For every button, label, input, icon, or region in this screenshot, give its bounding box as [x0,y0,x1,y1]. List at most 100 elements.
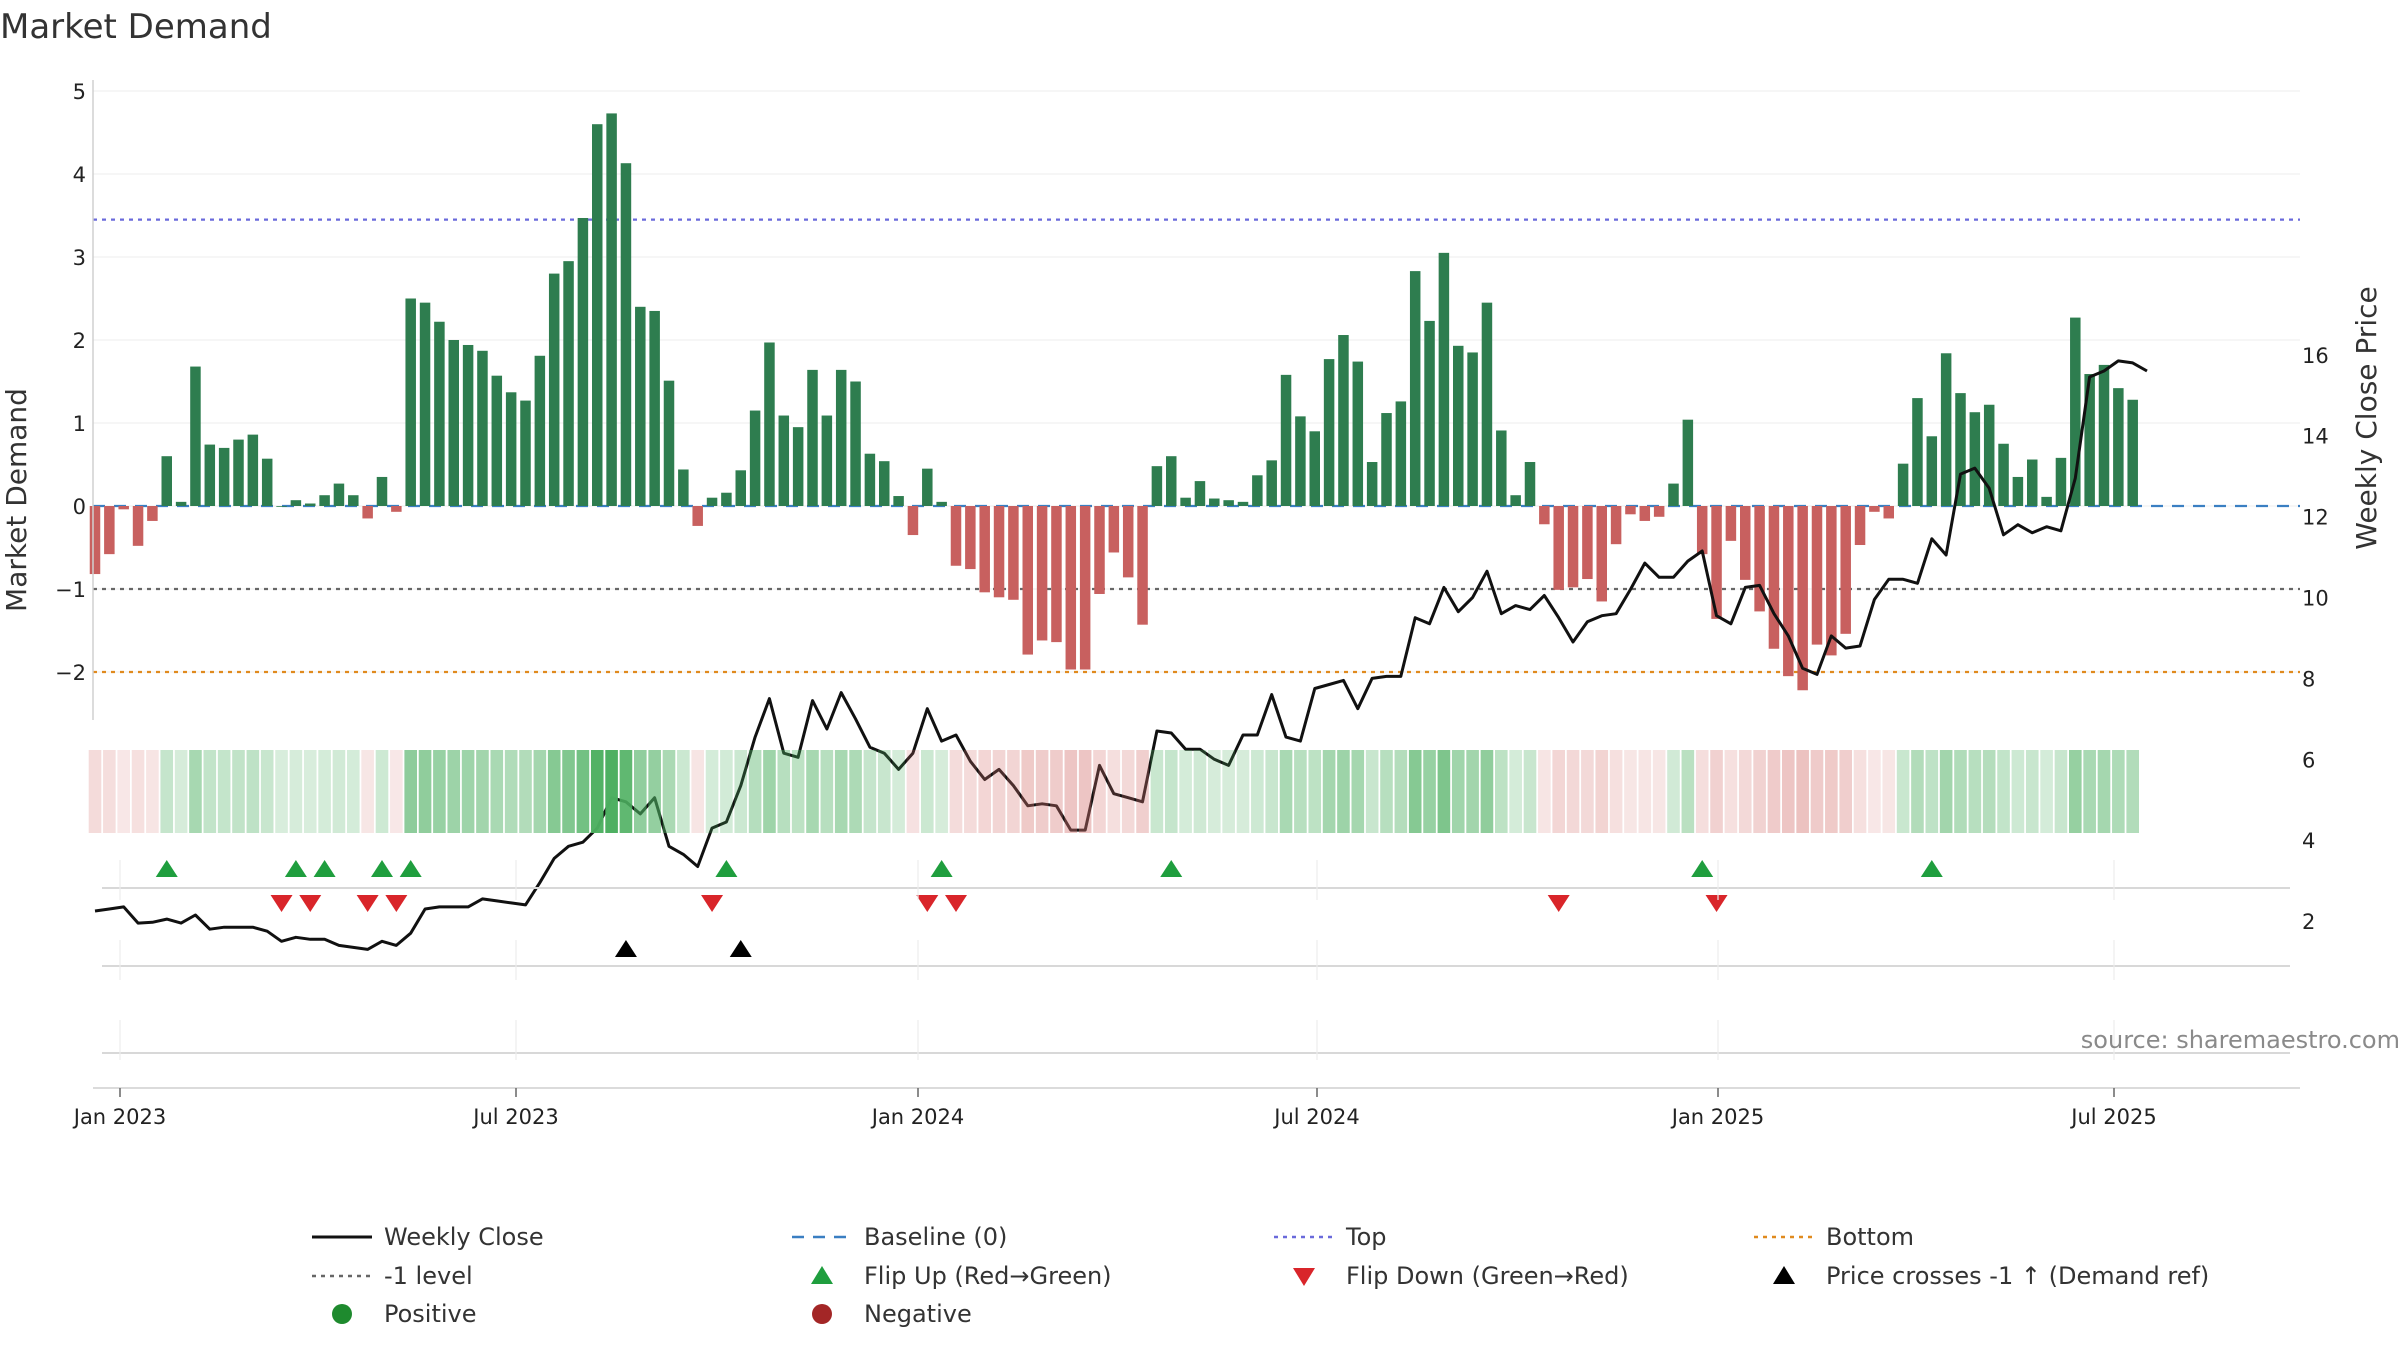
heat-cell [1222,750,1235,833]
demand-bar [1252,475,1263,506]
heat-cell [1408,750,1422,833]
heat-cell [547,750,561,833]
demand-bar [190,366,201,506]
heat-cell [705,750,719,833]
demand-bar [706,497,718,506]
demand-heat-strip [88,750,2139,833]
heat-cell [1782,750,1795,833]
y-right-tick-label: 4 [2302,829,2315,853]
demand-bar [1453,345,1464,506]
demand-bar [678,469,689,506]
demand-bar [1926,436,1938,506]
heat-cell [275,750,288,833]
legend-label: Flip Up (Red→Green) [864,1262,1112,1290]
heat-cell [1839,750,1852,833]
demand-bar [1424,320,1435,506]
flip-down-marker [299,895,322,912]
heat-cell [576,750,590,833]
demand-bar [620,163,632,506]
demand-bar [1854,506,1866,546]
heat-cell [877,750,891,833]
heat-cell [390,750,403,833]
heat-cell [935,750,948,833]
demand-bar [764,342,775,506]
legend: Weekly Close Baseline (0) Top Bottom -1 leve… [312,1223,2209,1328]
legend-item: Flip Up (Red→Green) [811,1262,1112,1290]
heat-cell [433,750,446,833]
flip-down-marker [701,895,724,912]
legend-label: Flip Down (Green→Red) [1346,1262,1629,1290]
legend-item: Baseline (0) [792,1223,1007,1251]
demand-bar [161,456,172,506]
heat-cell [748,750,762,833]
flip-up-marker [715,860,738,877]
demand-bar [577,217,589,507]
legend-item: Bottom [1754,1223,1914,1251]
demand-bar [821,415,833,506]
demand-bar [649,310,660,506]
heat-cell [1294,750,1307,833]
heat-cell [2011,750,2025,833]
flip-up-marker [313,860,336,877]
demand-bar [1151,466,1163,506]
heat-cell [1064,750,1078,833]
heat-cell [1466,750,1479,833]
legend-swatch-triangle-down [1293,1268,1315,1286]
flip-down-marker [916,895,939,912]
heat-cell [1251,750,1264,833]
heat-cell [1810,750,1824,833]
demand-bar [419,302,431,506]
demand-bar [247,434,259,506]
heat-cell [906,750,920,833]
demand-bar [1022,506,1033,655]
demand-bar [2012,476,2024,506]
heat-cell [418,750,432,833]
heat-cell [232,750,245,833]
demand-bar [2113,388,2124,506]
heat-cell [103,750,116,833]
heat-cell [1279,750,1293,833]
demand-bar [1094,506,1105,594]
heat-cell [1939,750,1953,833]
heat-cell [2097,750,2111,833]
heat-cell [1681,750,1695,833]
heat-cell [921,750,934,833]
heat-cell [117,750,130,833]
heat-cell [1595,750,1609,833]
heat-cell [820,750,834,833]
demand-bar [1323,359,1335,506]
heat-cell [1050,750,1063,833]
demand-bar [1955,393,1966,506]
demand-bar [1496,430,1507,506]
heat-cell [1236,750,1250,833]
heat-cell [2040,750,2053,833]
heat-cell [605,750,618,833]
demand-bar [104,506,115,555]
x-axis: Jan 2023 Jul 2023 Jan 2024 Jul 2024 Jan 2025… [72,860,2300,1129]
demand-bar [1438,252,1450,506]
heat-cell [476,750,489,833]
demand-bar [1166,456,1177,506]
heat-cell [619,750,633,833]
heat-cell [1538,750,1551,833]
heat-cell [1035,750,1049,833]
y-right-tick-label: 12 [2302,506,2329,530]
heat-cell [892,750,905,833]
heat-cell [303,750,317,833]
demand-bar [1036,506,1048,641]
demand-bar [936,501,947,506]
heat-cell [849,750,862,833]
demand-bar [1740,506,1751,580]
legend-item: Positive [332,1300,477,1328]
heat-cell [691,750,704,833]
demand-bar [1696,506,1708,555]
heat-cell [217,750,231,833]
demand-bar [1122,506,1134,578]
heat-cell [1078,750,1092,833]
x-tick-label: Jul 2024 [1272,1105,1359,1129]
y-left-tick-label: 4 [73,163,86,187]
flip-up-marker [284,860,307,877]
legend-swatch-triangle-up [1773,1266,1795,1284]
heat-cell [332,750,346,833]
demand-bar [333,483,345,506]
